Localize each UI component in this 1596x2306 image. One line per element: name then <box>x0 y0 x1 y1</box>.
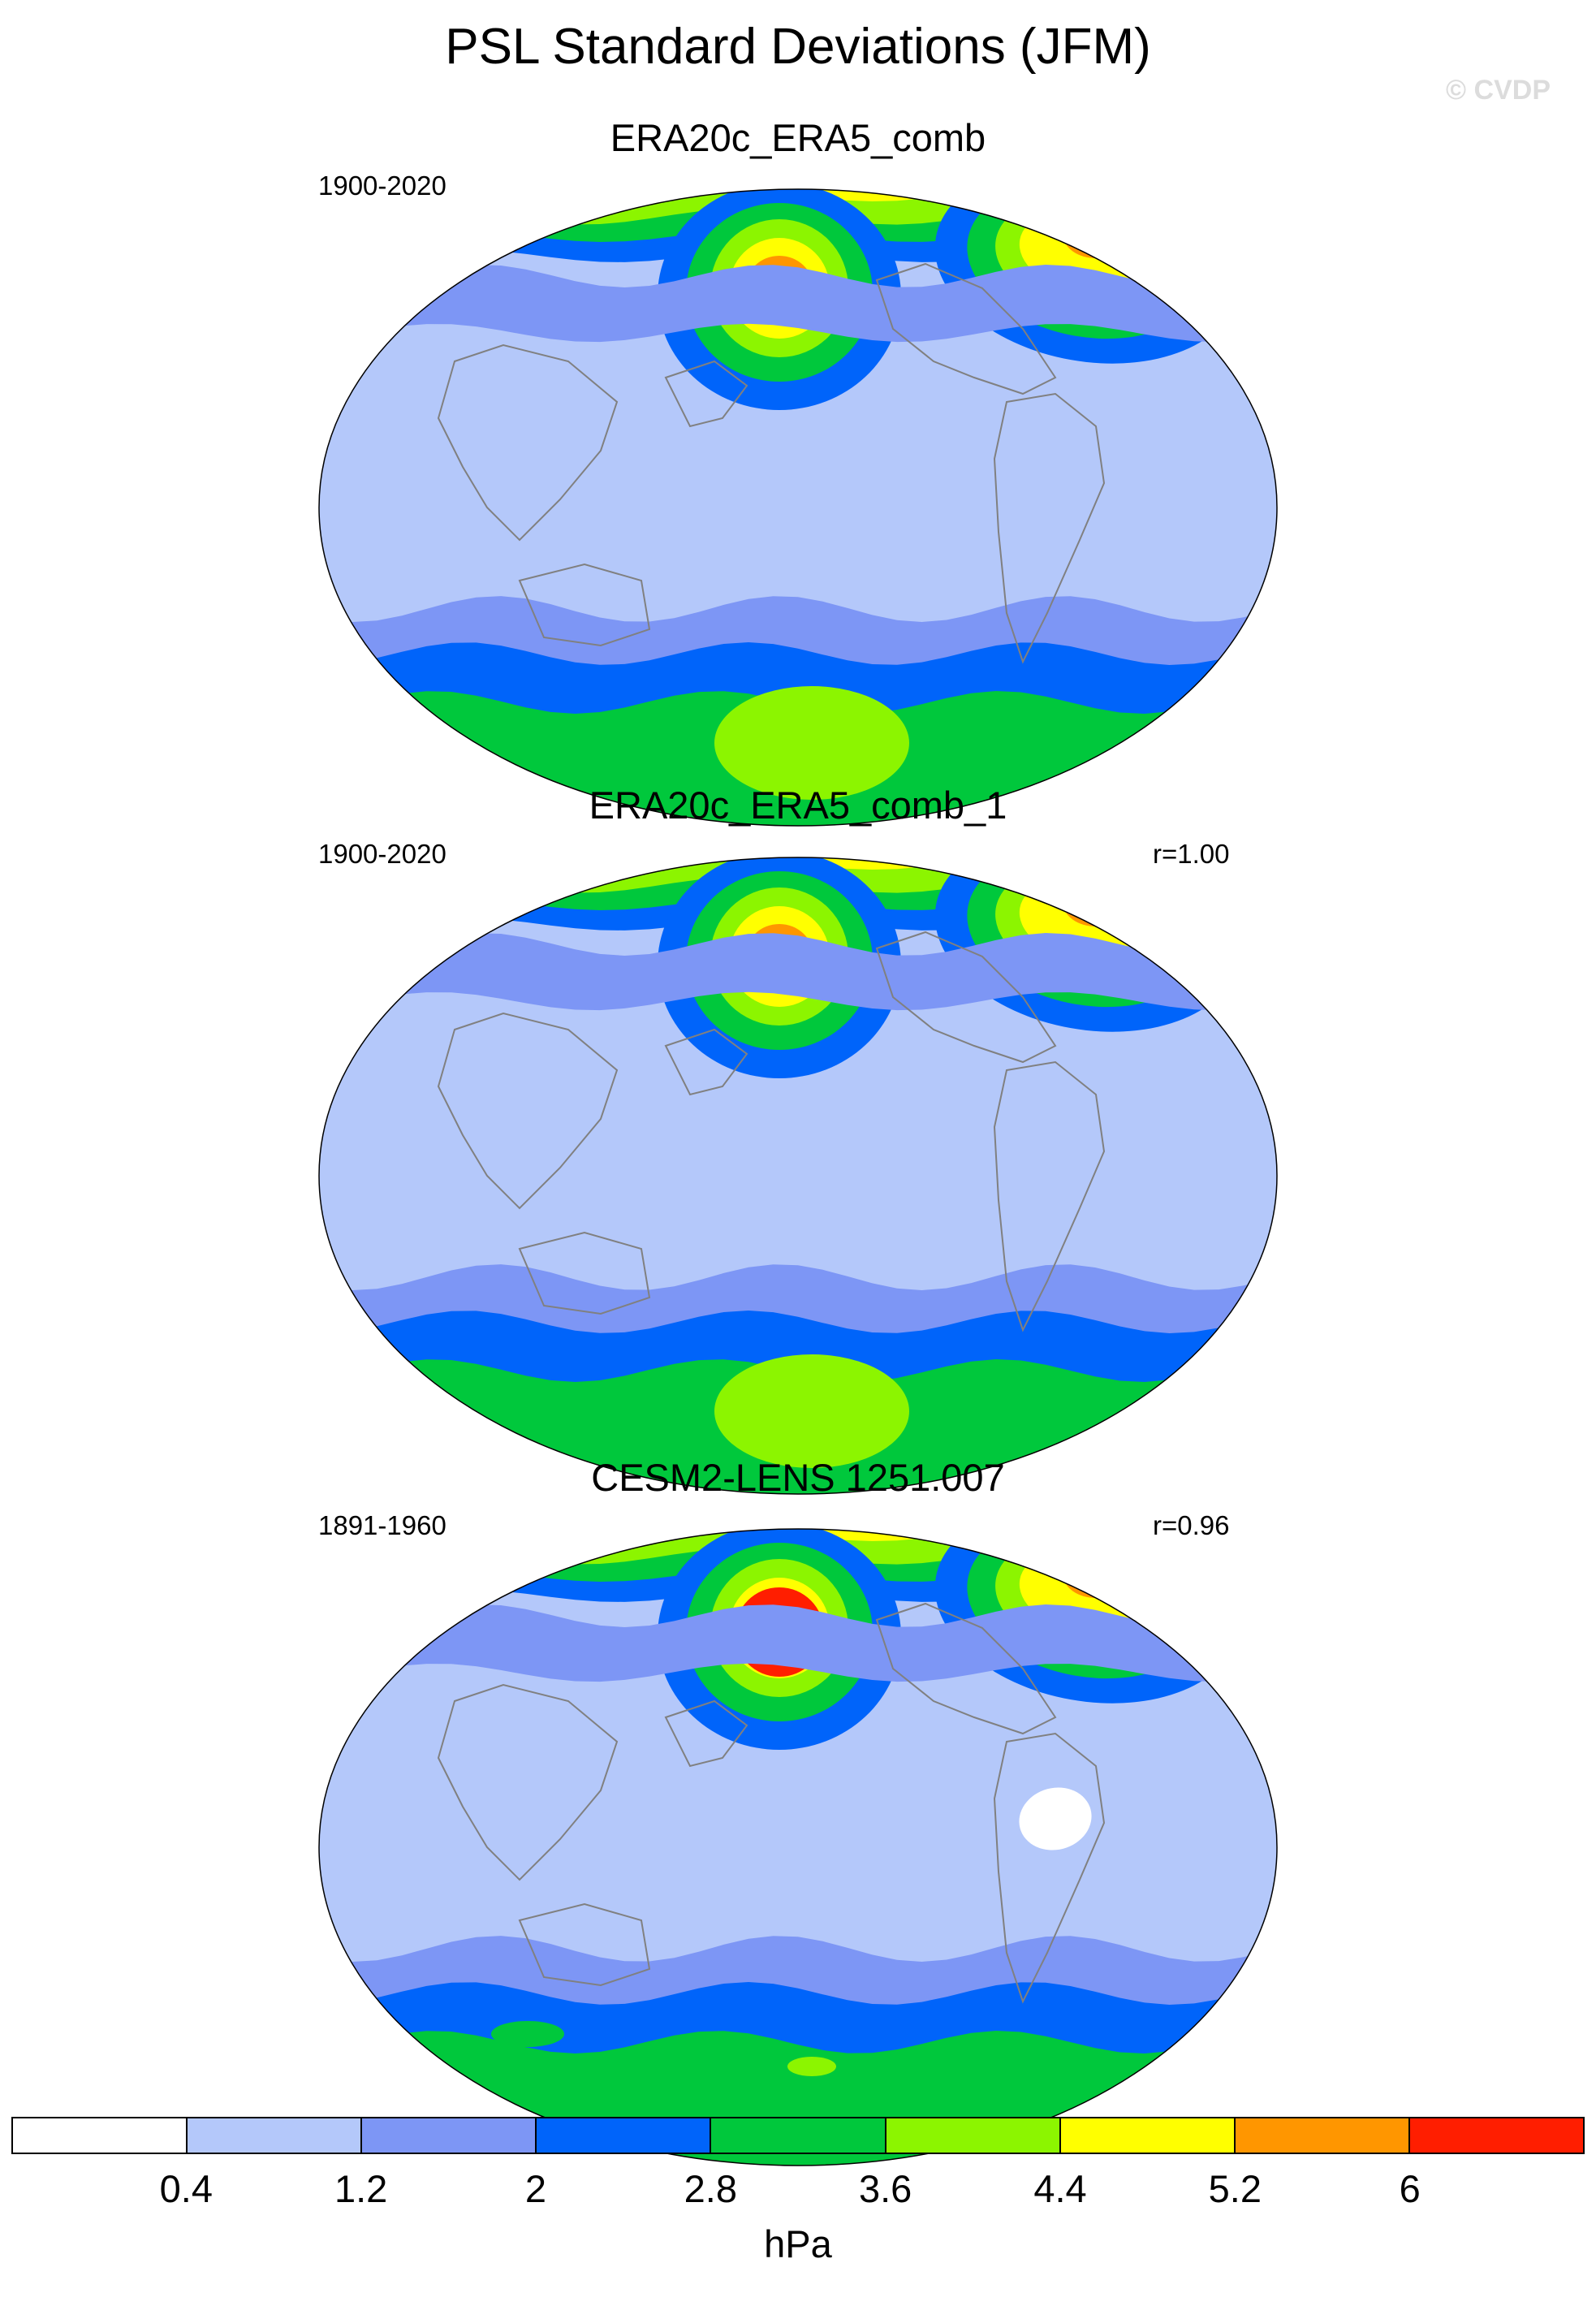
colorbar-box <box>886 2118 1061 2153</box>
colorbar-box <box>1060 2118 1236 2153</box>
colorbar-tick-label: 2.8 <box>684 2167 737 2210</box>
colorbar-tick-label: 5.2 <box>1208 2167 1262 2210</box>
colorbar-box <box>13 2118 188 2153</box>
panel-2-corr: r=1.00 <box>1153 839 1230 869</box>
colorbar-box <box>188 2118 363 2153</box>
main-title: PSL Standard Deviations (JFM) <box>445 19 1151 75</box>
colorbar-tick-label: 1.2 <box>334 2167 388 2210</box>
map-panel-1 <box>318 188 1278 827</box>
colorbar-tick-label: 4.4 <box>1033 2167 1087 2210</box>
colorbar-tick-label: 6 <box>1399 2167 1421 2210</box>
map-panel-2 <box>318 857 1278 1495</box>
colorbar-box <box>711 2118 886 2153</box>
colorbar-box <box>362 2118 537 2153</box>
colorbar-tick-label: 2 <box>524 2167 547 2210</box>
colorbar-tick-label: 3.6 <box>858 2167 912 2210</box>
panel-2-period: 1900-2020 <box>318 839 446 869</box>
panel-2-title: ERA20c_ERA5_comb_1 <box>589 784 1007 827</box>
panel-1-title: ERA20c_ERA5_comb <box>610 116 986 159</box>
colorbar-box <box>1235 2118 1410 2153</box>
colorbar-box <box>1409 2118 1583 2153</box>
panel-3-period: 1891-1960 <box>318 1510 446 1540</box>
colorbar <box>11 2117 1585 2154</box>
colorbar-box <box>537 2118 712 2153</box>
panel-1-period: 1900-2020 <box>318 171 446 201</box>
panel-3-corr: r=0.96 <box>1153 1510 1230 1540</box>
map-panel-3 <box>318 1528 1278 2166</box>
colorbar-units: hPa <box>764 2222 832 2265</box>
colorbar-tick-label: 0.4 <box>159 2167 213 2210</box>
panel-3-title: CESM2-LENS 1251.007 <box>591 1456 1005 1499</box>
credit-label: © CVDP <box>1446 75 1551 106</box>
